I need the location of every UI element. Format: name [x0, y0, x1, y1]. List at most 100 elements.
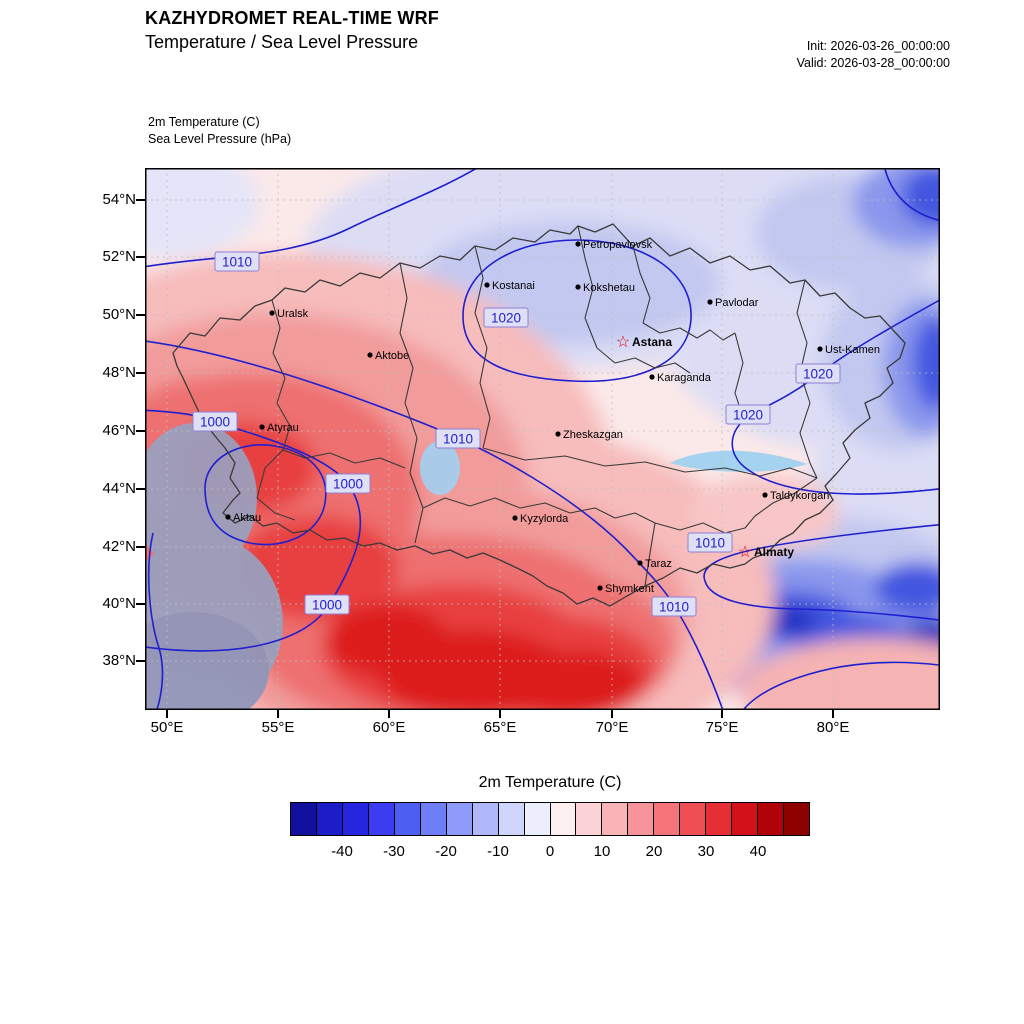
- svg-text:1020: 1020: [803, 367, 833, 382]
- colorbar-tick: 10: [593, 843, 611, 860]
- graticule: [145, 168, 940, 710]
- colorbar-segment: [316, 803, 343, 835]
- colorbar-tick: 0: [545, 843, 555, 860]
- pressure-label: 1010: [651, 596, 697, 617]
- colorbar-tick: 20: [645, 843, 663, 860]
- city-dot: [367, 352, 373, 358]
- capital-label: Almaty: [754, 545, 794, 559]
- colorbar-segment: [784, 803, 810, 835]
- axis-tick: [136, 488, 145, 490]
- axis-tick: [136, 603, 145, 605]
- capital-star-icon: ☆: [738, 544, 752, 561]
- city-dot: [649, 374, 655, 380]
- pressure-label: 1010: [687, 532, 733, 553]
- colorbar-segment: [498, 803, 525, 835]
- pressure-label: 1010: [214, 251, 260, 272]
- lon-axis-label: 75°E: [705, 719, 739, 736]
- axis-tick: [166, 710, 168, 718]
- lat-axis-label: 52°N: [102, 248, 136, 265]
- pressure-label: 1010: [435, 428, 481, 449]
- colorbar-segment: [758, 803, 785, 835]
- svg-text:1010: 1010: [222, 255, 252, 270]
- city-dot: [225, 514, 231, 520]
- page-subtitle: Temperature / Sea Level Pressure: [145, 32, 419, 52]
- svg-text:1010: 1010: [659, 600, 689, 615]
- colorbar-segment: [368, 803, 395, 835]
- city-dot: [597, 585, 603, 591]
- colorbar-tick: 40: [749, 843, 767, 860]
- svg-text:1000: 1000: [200, 415, 230, 430]
- axis-tick: [136, 546, 145, 548]
- colorbar-segment: [680, 803, 707, 835]
- city-dot: [269, 310, 275, 316]
- colorbar-ticks: -40 -30 -20 -10 0 10 20 30 40: [290, 836, 810, 862]
- capital-star-icon: ☆: [616, 334, 630, 351]
- colorbar-segment: [524, 803, 551, 835]
- lon-axis-label: 70°E: [595, 719, 629, 736]
- city-label: Atyrau: [267, 422, 299, 434]
- lat-axis-label: 44°N: [102, 480, 136, 497]
- city-dot: [555, 431, 561, 437]
- svg-text:1020: 1020: [491, 311, 521, 326]
- svg-text:1010: 1010: [443, 432, 473, 447]
- page-title: KAZHYDROMET REAL-TIME WRF: [145, 8, 439, 28]
- lat-axis-label: 40°N: [102, 595, 136, 612]
- axis-tick: [277, 710, 279, 718]
- city-label: Kyzylorda: [520, 513, 569, 525]
- colorbar-segment: [602, 803, 629, 835]
- city-dot: [575, 284, 581, 290]
- pressure-label: 1000: [304, 594, 350, 615]
- city-dot: [575, 241, 581, 247]
- colorbar-segment: [342, 803, 369, 835]
- lat-axis-label: 50°N: [102, 306, 136, 323]
- colorbar-segment: [628, 803, 655, 835]
- field-label-temperature: 2m Temperature (C): [148, 115, 260, 129]
- map-frame: [145, 168, 940, 710]
- svg-text:1010: 1010: [695, 536, 725, 551]
- caspian-sea: [145, 423, 283, 710]
- init-time: Init: 2026-03-26_00:00:00: [806, 39, 950, 53]
- colorbar-gradient: [290, 802, 810, 836]
- city-label: Shymkent: [605, 583, 654, 595]
- colorbar-segment: [550, 803, 577, 835]
- city-dot: [707, 299, 713, 305]
- city-label: Aktobe: [375, 350, 409, 362]
- city-markers: Petropavlovsk Kostanai Kokshetau Pavloda…: [225, 239, 880, 595]
- city-label: Taldykorgan: [770, 490, 829, 502]
- pressure-label: 1000: [192, 411, 238, 432]
- city-label: Kokshetau: [583, 282, 635, 294]
- lon-axis-label: 50°E: [150, 719, 184, 736]
- region-boundaries: [172, 223, 906, 607]
- valid-time: Valid: 2026-03-28_00:00:00: [796, 56, 950, 70]
- aral-sea: [420, 441, 460, 495]
- lat-axis-label: 38°N: [102, 652, 136, 669]
- city-label: Zheskazgan: [563, 429, 623, 441]
- pressure-label: 1000: [325, 473, 371, 494]
- field-label-pressure: Sea Level Pressure (hPa): [148, 132, 292, 146]
- field-labels: 2m Temperature (C) Sea Level Pressure (h…: [148, 114, 291, 148]
- axis-tick: [136, 199, 145, 201]
- axis-tick: [832, 710, 834, 718]
- colorbar-segment: [446, 803, 473, 835]
- city-label: Petropavlovsk: [583, 239, 653, 251]
- colorbar: 2m Temperature (C) -40 -30 -20 -10 0 10 …: [290, 774, 810, 862]
- map-panel: 1010 1020 1000 1010 1000 1020 1020 1010 …: [145, 168, 940, 710]
- city-label: Aktau: [233, 512, 261, 524]
- lon-axis-label: 65°E: [483, 719, 517, 736]
- axis-tick: [499, 710, 501, 718]
- colorbar-segment: [291, 803, 317, 835]
- colorbar-segment: [472, 803, 499, 835]
- svg-text:1000: 1000: [333, 477, 363, 492]
- svg-text:1000: 1000: [312, 598, 342, 613]
- model-run-info: Init: 2026-03-26_00:00:00 Valid: 2026-03…: [797, 38, 950, 72]
- lat-axis-label: 42°N: [102, 538, 136, 555]
- colorbar-segment: [394, 803, 421, 835]
- weather-map: 1010 1020 1000 1010 1000 1020 1020 1010 …: [145, 168, 940, 710]
- lon-axis-label: 55°E: [261, 719, 295, 736]
- lat-axis-label: 48°N: [102, 364, 136, 381]
- city-label: Pavlodar: [715, 297, 759, 309]
- pressure-labels: 1010 1020 1000 1010 1000 1020 1020 1010 …: [192, 251, 841, 617]
- city-dot: [484, 282, 490, 288]
- city-label: Kostanai: [492, 280, 535, 292]
